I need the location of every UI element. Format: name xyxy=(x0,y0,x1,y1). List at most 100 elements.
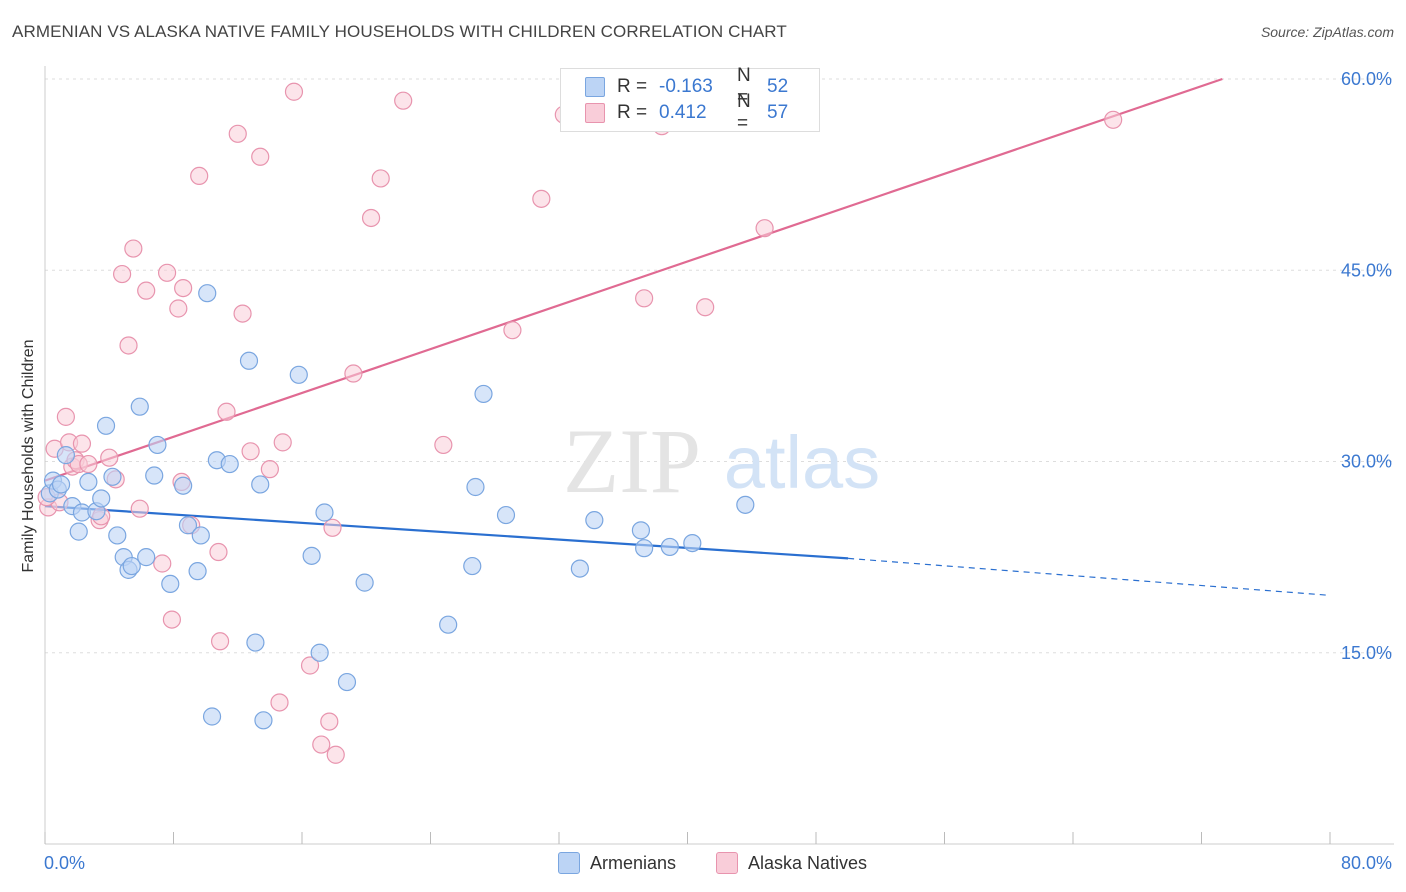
alaska-natives-point xyxy=(434,435,453,455)
y-tick-label: 30.0% xyxy=(1341,452,1392,472)
alaska-natives-point xyxy=(228,124,247,143)
armenians-point xyxy=(466,477,485,497)
armenians-trend-line xyxy=(44,505,849,560)
armenians-point xyxy=(51,475,71,494)
armenians-point xyxy=(198,284,217,303)
r-label: R = xyxy=(617,76,648,97)
armenians-point xyxy=(463,556,482,576)
armenians-point xyxy=(103,467,122,486)
alaska-natives-trend-line xyxy=(44,77,1223,482)
alaska-natives-point xyxy=(153,554,172,573)
armenians-point xyxy=(289,365,308,384)
alaska-natives-point xyxy=(503,321,522,340)
r-label: R = xyxy=(617,102,648,123)
trend-lines xyxy=(44,77,1331,596)
y-tick-label: 45.0% xyxy=(1341,260,1392,280)
armenians-point xyxy=(92,489,111,508)
alaska-natives-point xyxy=(312,735,331,754)
alaska-natives-point xyxy=(361,208,381,228)
alaska-natives-point xyxy=(532,189,551,208)
armenians-point xyxy=(174,476,193,495)
watermark-atlas: atlas xyxy=(724,421,880,504)
legend-row-alaska-natives: R = 0.412 N = 57 xyxy=(585,91,789,134)
r-value: 0.412 xyxy=(659,102,707,123)
alaska-natives-point xyxy=(217,402,236,421)
x-tick-label: 0.0% xyxy=(44,853,85,873)
alaska-natives-point xyxy=(130,499,149,518)
armenians-point xyxy=(122,556,141,576)
alaska-natives-point xyxy=(79,454,98,474)
alaska-natives-swatch xyxy=(716,852,738,874)
armenians-point xyxy=(188,562,207,581)
alaska-natives-point xyxy=(210,632,230,651)
alaska-natives-point xyxy=(119,336,138,355)
armenians-point xyxy=(315,503,334,522)
alaska-natives-point xyxy=(696,298,715,317)
armenians-point xyxy=(337,672,357,692)
legend-item-armenians[interactable]: Armenians xyxy=(558,852,676,874)
armenians-points xyxy=(40,284,755,730)
armenians-point xyxy=(736,495,755,514)
armenians-point xyxy=(474,384,493,404)
alaska-natives-point xyxy=(1104,110,1123,129)
armenians-point xyxy=(631,521,651,540)
armenians-point xyxy=(96,416,116,435)
correlation-legend: R = -0.163 N = 52 R = 0.412 N = 57 xyxy=(560,65,820,134)
alaska-natives-point xyxy=(241,442,260,461)
armenians-point xyxy=(79,472,98,491)
armenians-point xyxy=(137,548,156,567)
alaska-natives-point xyxy=(394,91,413,110)
y-axis-label: Family Households with Children xyxy=(20,339,37,573)
alaska-natives-point xyxy=(323,518,342,537)
alaska-natives-point xyxy=(371,169,390,188)
armenians-point xyxy=(56,446,75,465)
alaska-natives-point xyxy=(174,279,193,298)
legend-row-armenians: R = -0.163 N = 52 xyxy=(585,65,788,108)
n-value: 57 xyxy=(767,102,789,123)
n-label: N = xyxy=(737,91,751,134)
armenians-point xyxy=(254,711,273,730)
armenians-point xyxy=(148,435,167,455)
alaska-natives-point xyxy=(251,147,270,166)
alaska-natives-point xyxy=(260,460,279,479)
armenians-point xyxy=(69,522,88,541)
alaska-natives-point xyxy=(209,542,228,562)
alaska-natives-point xyxy=(270,693,289,712)
armenians-point xyxy=(108,526,127,545)
armenians-point xyxy=(130,397,149,416)
armenians-point xyxy=(683,533,702,553)
alaska-natives-swatch xyxy=(585,103,605,123)
armenians-point xyxy=(439,615,458,634)
legend-label: Armenians xyxy=(590,852,677,873)
alaska-natives-point xyxy=(755,219,774,238)
armenians-point xyxy=(161,574,180,594)
x-tick-label: 80.0% xyxy=(1341,853,1392,873)
series-legend: Armenians Alaska Natives xyxy=(0,852,1406,876)
alaska-natives-point xyxy=(56,407,75,426)
alaska-natives-point xyxy=(157,263,177,282)
watermark-zip: ZIP xyxy=(563,410,701,512)
armenians-point xyxy=(191,526,210,545)
armenians-swatch xyxy=(585,77,605,97)
alaska-natives-point xyxy=(190,166,209,185)
armenians-point xyxy=(496,505,516,525)
alaska-natives-point xyxy=(635,289,654,308)
y-tick-label: 60.0% xyxy=(1341,69,1392,89)
alaska-natives-point xyxy=(100,448,119,467)
axes xyxy=(44,66,1394,845)
tick-labels: 15.0% 30.0% 45.0% 60.0% 0.0% 80.0% xyxy=(44,69,1392,873)
alaska-natives-point xyxy=(233,304,252,323)
alaska-natives-point xyxy=(300,656,320,675)
alaska-natives-point xyxy=(320,712,339,731)
armenians-point xyxy=(145,466,164,485)
armenians-point xyxy=(570,559,589,578)
alaska-natives-point xyxy=(124,239,143,258)
watermark: ZIP atlas xyxy=(563,410,880,512)
armenians-point xyxy=(660,537,679,557)
legend-item-alaska-natives[interactable]: Alaska Natives xyxy=(716,852,867,874)
armenians-point xyxy=(239,351,259,370)
r-value: -0.163 xyxy=(659,76,713,97)
armenians-point xyxy=(202,707,222,726)
alaska-natives-point xyxy=(137,281,156,300)
